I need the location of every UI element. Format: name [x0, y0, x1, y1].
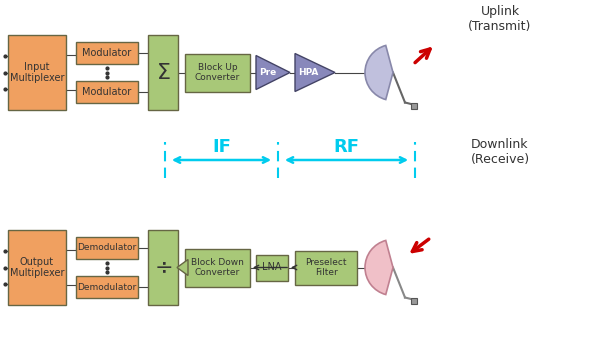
FancyBboxPatch shape	[76, 237, 138, 259]
FancyBboxPatch shape	[185, 54, 250, 91]
FancyBboxPatch shape	[256, 255, 288, 280]
Text: Input
Multiplexer: Input Multiplexer	[10, 62, 64, 83]
Text: IF: IF	[212, 138, 231, 156]
FancyBboxPatch shape	[76, 276, 138, 298]
Text: RF: RF	[334, 138, 359, 156]
Text: $\Sigma$: $\Sigma$	[155, 63, 170, 82]
Wedge shape	[365, 240, 393, 294]
Polygon shape	[177, 260, 188, 275]
FancyBboxPatch shape	[411, 103, 417, 108]
Text: Uplink
(Transmit): Uplink (Transmit)	[469, 5, 532, 33]
FancyBboxPatch shape	[148, 35, 178, 110]
Text: Modulator: Modulator	[82, 48, 131, 58]
FancyBboxPatch shape	[148, 230, 178, 305]
Text: Demodulator: Demodulator	[77, 283, 137, 292]
Text: Pre: Pre	[259, 68, 276, 77]
FancyBboxPatch shape	[8, 35, 66, 110]
Polygon shape	[256, 55, 290, 90]
Text: Modulator: Modulator	[82, 87, 131, 97]
Polygon shape	[295, 54, 335, 91]
Text: Block Down
Converter: Block Down Converter	[191, 258, 244, 277]
FancyBboxPatch shape	[185, 248, 250, 287]
FancyBboxPatch shape	[76, 42, 138, 64]
Text: Demodulator: Demodulator	[77, 243, 137, 252]
Text: LNA: LNA	[262, 262, 282, 273]
FancyBboxPatch shape	[76, 81, 138, 103]
Text: Output
Multiplexer: Output Multiplexer	[10, 257, 64, 278]
Text: Block Up
Converter: Block Up Converter	[195, 63, 240, 82]
Text: HPA: HPA	[298, 68, 319, 77]
FancyBboxPatch shape	[411, 297, 417, 303]
Text: $\div$: $\div$	[154, 257, 172, 278]
FancyBboxPatch shape	[8, 230, 66, 305]
Text: Preselect
Filter: Preselect Filter	[305, 258, 347, 277]
Text: Downlink
(Receive): Downlink (Receive)	[470, 138, 530, 166]
Wedge shape	[365, 45, 393, 100]
FancyBboxPatch shape	[295, 251, 357, 284]
